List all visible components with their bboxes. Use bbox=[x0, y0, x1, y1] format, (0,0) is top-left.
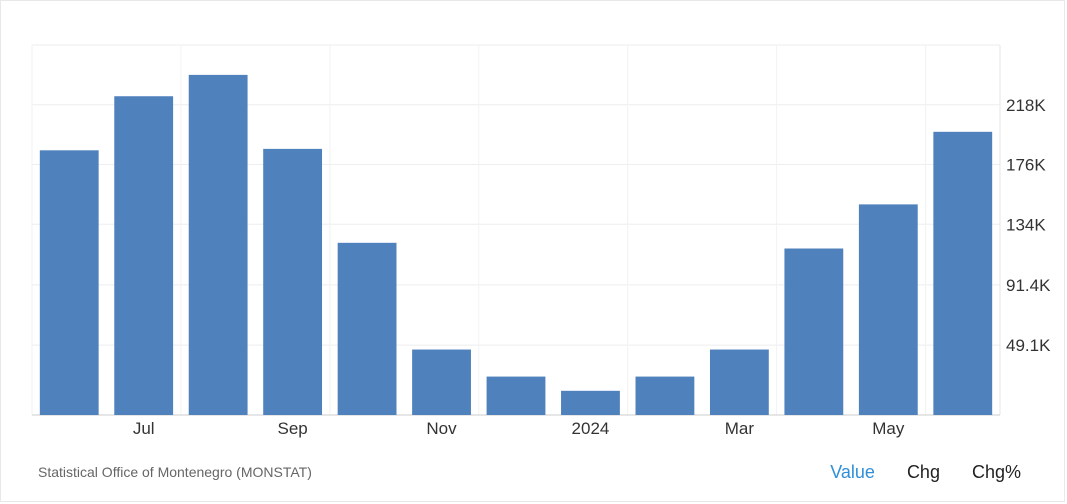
chg-percent-toggle[interactable]: Chg% bbox=[971, 462, 1021, 482]
bar-0[interactable] bbox=[39, 150, 99, 416]
data-source: Statistical Office of Montenegro (MONSTA… bbox=[38, 464, 312, 480]
bar-9[interactable] bbox=[709, 349, 769, 415]
bar-chart: Jul Sep Nov 2024 Mar May 49.1K 91.4K 134K 176K 21… bbox=[31, 44, 1051, 438]
y-tick-label: 134K bbox=[1006, 215, 1046, 234]
bar-series bbox=[39, 74, 993, 416]
bar-2[interactable] bbox=[188, 74, 248, 415]
x-tick-label: May bbox=[872, 419, 905, 438]
bar-6[interactable] bbox=[486, 376, 546, 415]
bar-7[interactable] bbox=[561, 390, 620, 415]
x-tick-label: 2024 bbox=[572, 419, 610, 438]
bar-10[interactable] bbox=[784, 248, 844, 416]
x-tick-label: Jul bbox=[133, 419, 155, 438]
x-tick-label: Nov bbox=[426, 419, 457, 438]
bar-5[interactable] bbox=[412, 349, 471, 415]
x-tick-label: Mar bbox=[725, 419, 755, 438]
bar-4[interactable] bbox=[337, 242, 397, 415]
view-toggles: Value Chg Chg% bbox=[830, 462, 1021, 483]
y-tick-label: 176K bbox=[1006, 156, 1046, 175]
y-tick-label: 49.1K bbox=[1006, 336, 1051, 355]
bar-8[interactable] bbox=[635, 376, 695, 415]
x-axis-labels: Jul Sep Nov 2024 Mar May bbox=[133, 419, 905, 438]
bar-3[interactable] bbox=[263, 148, 323, 415]
x-tick-label: Sep bbox=[277, 419, 307, 438]
y-tick-label: 218K bbox=[1006, 96, 1046, 115]
y-tick-label: 91.4K bbox=[1006, 276, 1051, 295]
bar-11[interactable] bbox=[858, 204, 918, 415]
y-axis-labels: 49.1K 91.4K 134K 176K 218K bbox=[1006, 96, 1051, 355]
bar-12[interactable] bbox=[933, 131, 993, 416]
value-toggle[interactable]: Value bbox=[830, 462, 875, 482]
bar-1[interactable] bbox=[114, 96, 174, 415]
grid-lines bbox=[31, 44, 1001, 416]
chg-toggle[interactable]: Chg bbox=[906, 462, 940, 482]
